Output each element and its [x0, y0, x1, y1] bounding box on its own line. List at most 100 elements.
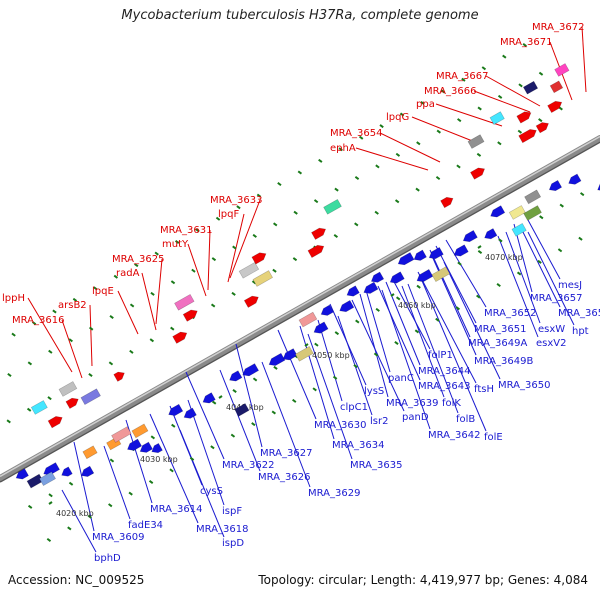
gene-feature-11[interactable]: [251, 250, 268, 265]
gene-feature-13[interactable]: [311, 226, 327, 240]
gene-feature-26[interactable]: [30, 400, 48, 415]
gene-feature-54[interactable]: [396, 252, 415, 267]
gene-label-mra-3666[interactable]: MRA_3666: [424, 86, 476, 97]
gene-label-esxw[interactable]: esxW: [538, 324, 565, 335]
gene-feature-23[interactable]: [547, 99, 564, 113]
gene-feature-32[interactable]: [131, 423, 149, 439]
gene-label-mra-3644[interactable]: MRA_3644: [418, 366, 470, 377]
gene-feature-53[interactable]: [388, 271, 405, 286]
gene-feature-17[interactable]: [467, 134, 485, 149]
gene-feature-71[interactable]: [39, 471, 56, 487]
gene-label-lpqf[interactable]: lpqF: [218, 209, 239, 220]
gene-label-mra-3627[interactable]: MRA_3627: [260, 448, 312, 459]
gene-feature-62[interactable]: [489, 205, 506, 220]
gene-label-mra-3658[interactable]: MRA_3658: [558, 308, 600, 319]
gene-feature-3[interactable]: [58, 381, 78, 397]
gene-feature-42[interactable]: [241, 363, 260, 379]
gene-feature-39[interactable]: [201, 392, 216, 406]
gene-label-mra-3654[interactable]: MRA_3654: [330, 128, 382, 139]
gene-feature-29[interactable]: [79, 465, 95, 479]
gene-feature-4[interactable]: [113, 370, 127, 382]
gene-feature-46[interactable]: [298, 311, 318, 328]
gene-feature-52[interactable]: [369, 271, 385, 285]
gene-label-mra-3635[interactable]: MRA_3635: [350, 460, 402, 471]
gene-label-cyss[interactable]: cysS: [200, 486, 223, 497]
gene-feature-34[interactable]: [126, 438, 143, 453]
gene-feature-7[interactable]: [174, 293, 195, 311]
gene-feature-16[interactable]: [470, 165, 486, 180]
gene-feature-14[interactable]: [323, 198, 342, 215]
gene-feature-22[interactable]: [522, 80, 539, 95]
gene-feature-68[interactable]: [567, 173, 582, 187]
gene-label-ispd[interactable]: ispD: [222, 538, 244, 549]
gene-feature-6[interactable]: [182, 308, 199, 322]
gene-feature-47[interactable]: [312, 321, 329, 336]
gene-feature-19[interactable]: [518, 127, 539, 144]
gene-feature-61[interactable]: [483, 228, 498, 241]
gene-feature-28[interactable]: [60, 466, 73, 479]
gene-feature-43[interactable]: [267, 352, 286, 368]
gene-label-mra-3642[interactable]: MRA_3642: [428, 430, 480, 441]
gene-label-mra-3651[interactable]: MRA_3651: [474, 324, 526, 335]
gene-label-ispf[interactable]: ispF: [222, 506, 242, 517]
gene-feature-9[interactable]: [238, 261, 260, 279]
gene-feature-59[interactable]: [452, 244, 469, 259]
gene-label-epha[interactable]: ephA: [330, 143, 356, 154]
gene-label-mra-3626[interactable]: MRA_3626: [258, 472, 310, 483]
gene-label-lpph[interactable]: lppH: [2, 293, 25, 304]
gene-feature-72[interactable]: [14, 468, 29, 482]
gene-feature-35[interactable]: [138, 441, 153, 455]
gene-label-lpqe[interactable]: lpqE: [92, 286, 114, 297]
gene-feature-37[interactable]: [167, 403, 184, 418]
gene-label-mra-3649b[interactable]: MRA_3649B: [474, 356, 533, 367]
gene-feature-36[interactable]: [150, 442, 163, 455]
gene-feature-5[interactable]: [172, 330, 189, 344]
gene-label-mra-3672[interactable]: MRA_3672: [532, 22, 584, 33]
gene-label-mra-3633[interactable]: MRA_3633: [210, 195, 262, 206]
gene-feature-24[interactable]: [549, 80, 564, 94]
gene-label-arsb2[interactable]: arsB2: [58, 300, 87, 311]
gene-label-folb[interactable]: folB: [456, 414, 475, 425]
gene-label-mra-3643[interactable]: MRA_3643: [418, 381, 470, 392]
gene-label-fade34[interactable]: fadE34: [128, 520, 163, 531]
gene-feature-48[interactable]: [319, 304, 334, 318]
gene-label-mra-3630[interactable]: MRA_3630: [314, 420, 366, 431]
gene-label-mra-3650[interactable]: MRA_3650: [498, 380, 550, 391]
gene-feature-21[interactable]: [535, 120, 550, 134]
gene-label-mra-3649a[interactable]: MRA_3649A: [468, 338, 527, 349]
gene-label-folk[interactable]: folK: [442, 398, 461, 409]
gene-feature-0[interactable]: [47, 414, 64, 429]
gene-feature-2[interactable]: [80, 388, 101, 406]
gene-label-mra-3629[interactable]: MRA_3629: [308, 488, 360, 499]
gene-label-mesj[interactable]: mesJ: [558, 280, 582, 291]
gene-label-mra-3652[interactable]: MRA_3652: [484, 308, 536, 319]
gene-feature-20[interactable]: [516, 109, 533, 124]
gene-feature-38[interactable]: [182, 407, 197, 421]
gene-feature-51[interactable]: [362, 281, 379, 296]
gene-label-muty[interactable]: mutY: [162, 239, 189, 250]
gene-feature-10[interactable]: [252, 270, 274, 287]
gene-feature-40[interactable]: [234, 403, 250, 417]
gene-feature-66[interactable]: [511, 222, 527, 237]
gene-label-lsr2[interactable]: lsr2: [370, 416, 388, 427]
gene-label-panc[interactable]: panC: [388, 373, 414, 384]
gene-feature-15[interactable]: [440, 195, 455, 209]
gene-feature-65[interactable]: [524, 189, 542, 205]
gene-label-mra-3634[interactable]: MRA_3634: [332, 440, 384, 451]
gene-label-ftsh[interactable]: ftsH: [474, 384, 494, 395]
gene-feature-41[interactable]: [228, 370, 243, 384]
gene-feature-55[interactable]: [412, 249, 427, 263]
gene-label-mra-3671[interactable]: MRA_3671: [500, 37, 552, 48]
gene-label-esxv2[interactable]: esxV2: [536, 338, 566, 349]
gene-label-mra-3639[interactable]: MRA_3639: [386, 398, 438, 409]
gene-label-lpqg[interactable]: lpqG: [386, 112, 409, 123]
gene-label-bphd[interactable]: bphD: [94, 553, 121, 564]
gene-label-mra-3631[interactable]: MRA_3631: [160, 225, 212, 236]
gene-label-lyss[interactable]: lysS: [364, 386, 384, 397]
gene-label-mra-3616[interactable]: MRA_3616: [12, 315, 64, 326]
gene-feature-8[interactable]: [243, 294, 260, 308]
gene-feature-69[interactable]: [596, 180, 600, 194]
gene-feature-50[interactable]: [345, 285, 360, 299]
gene-label-ppa[interactable]: ppa: [416, 99, 435, 110]
gene-feature-18[interactable]: [489, 111, 505, 125]
